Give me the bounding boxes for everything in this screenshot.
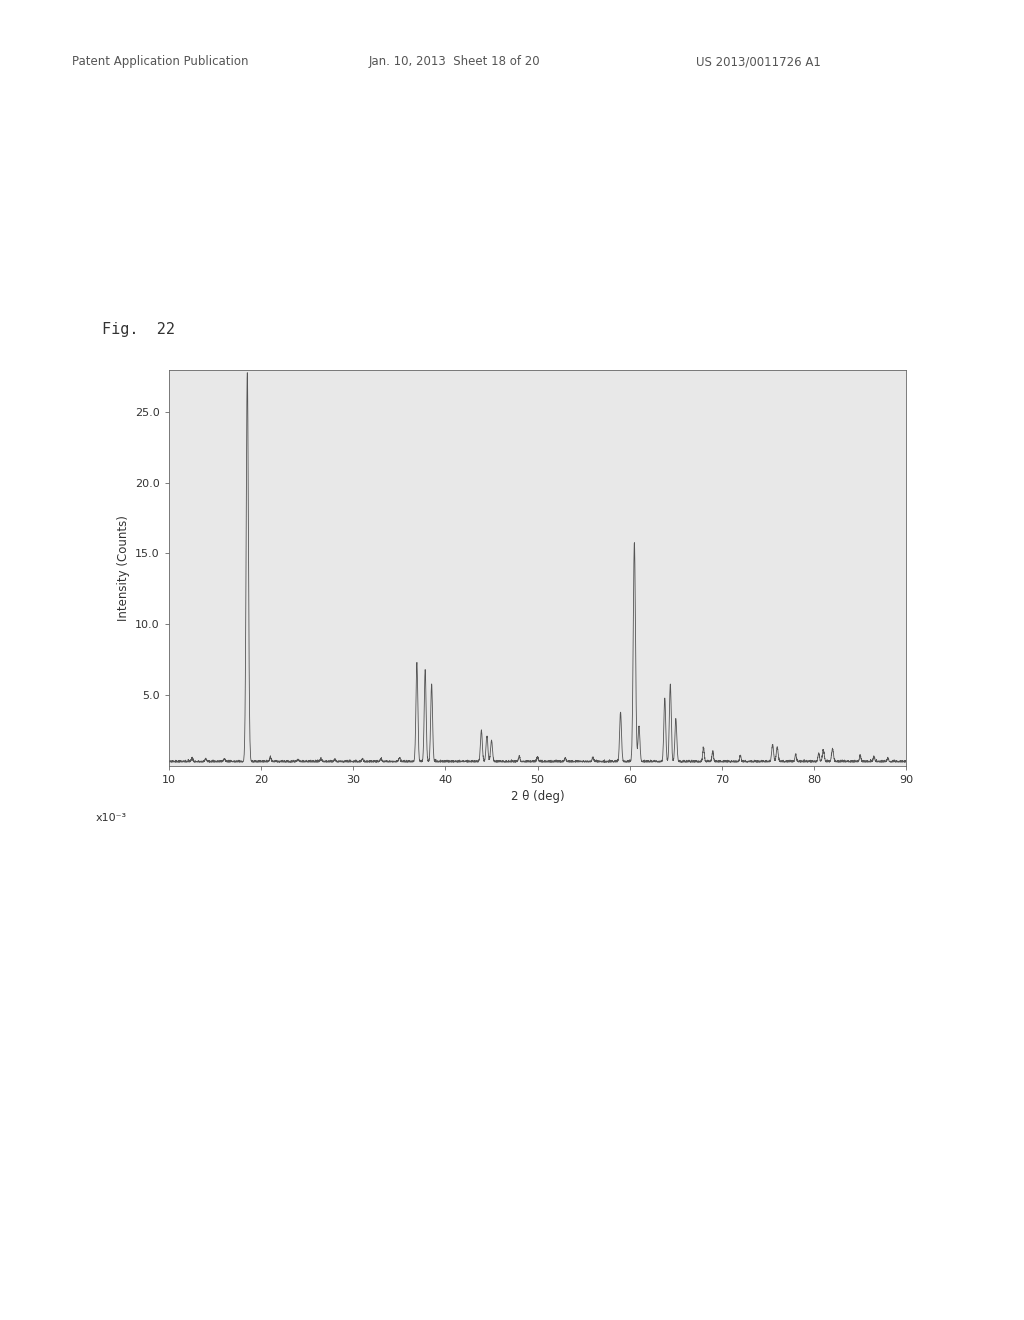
- Text: US 2013/0011726 A1: US 2013/0011726 A1: [696, 55, 821, 69]
- X-axis label: 2 θ (deg): 2 θ (deg): [511, 791, 564, 803]
- Text: Patent Application Publication: Patent Application Publication: [72, 55, 248, 69]
- Text: x10⁻³: x10⁻³: [95, 813, 126, 824]
- Y-axis label: Intensity (Counts): Intensity (Counts): [117, 515, 130, 620]
- Text: Jan. 10, 2013  Sheet 18 of 20: Jan. 10, 2013 Sheet 18 of 20: [369, 55, 541, 69]
- Text: Fig.  22: Fig. 22: [102, 322, 175, 337]
